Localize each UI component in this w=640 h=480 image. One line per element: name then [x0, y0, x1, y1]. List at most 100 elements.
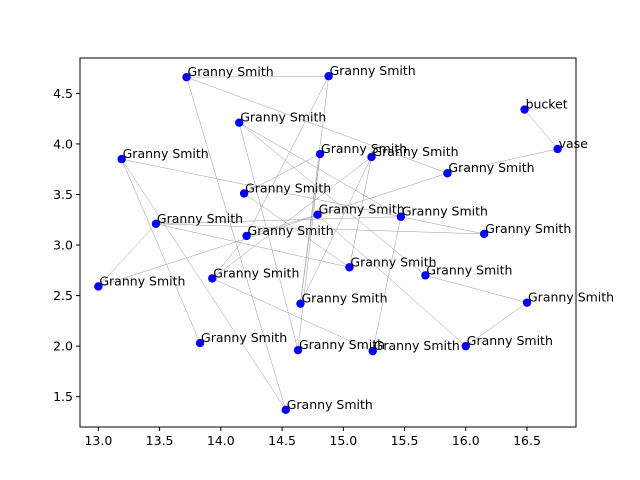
- data-point: [443, 169, 452, 178]
- edge-line: [349, 157, 372, 268]
- data-point: [94, 282, 103, 291]
- data-point: [553, 144, 562, 154]
- edge-line: [155, 216, 401, 225]
- point-label: Granny Smith: [240, 110, 326, 125]
- y-tick-label: 3.0: [53, 238, 73, 253]
- data-point: [421, 271, 430, 280]
- edge-line: [121, 158, 485, 235]
- edge-line: [372, 216, 402, 352]
- point-label: Granny Smith: [321, 141, 407, 156]
- x-tick-label: 13.0: [84, 433, 112, 448]
- plot-area-frame: [79, 57, 577, 428]
- point-label: Granny Smith: [287, 397, 373, 412]
- edge-line: [186, 76, 448, 174]
- point-label: Granny Smith: [213, 265, 299, 280]
- data-point: [522, 298, 532, 307]
- point-label: Granny Smith: [330, 63, 416, 78]
- edge-line: [121, 158, 286, 410]
- edge-line: [297, 154, 321, 351]
- edge-line: [186, 75, 329, 78]
- edge-line: [186, 77, 286, 410]
- data-point: [315, 149, 325, 159]
- point-label: Granny Smith: [248, 223, 334, 238]
- data-point: [239, 189, 249, 198]
- data-point: [461, 341, 470, 351]
- data-point: [296, 299, 305, 308]
- point-label: Granny Smith: [372, 144, 458, 159]
- edge-line: [447, 148, 558, 174]
- point-label: Granny Smith: [157, 211, 243, 226]
- data-point: [313, 210, 322, 219]
- point-label: Granny Smith: [374, 338, 460, 353]
- point-label: Granny Smith: [350, 254, 436, 269]
- x-tick-label: 16.5: [513, 433, 541, 448]
- data-point: [195, 338, 205, 348]
- point-label: Granny Smith: [319, 202, 405, 217]
- x-tick-label: 14.5: [268, 433, 296, 448]
- edge-line: [524, 109, 558, 150]
- edge-line: [98, 173, 448, 287]
- data-point: [479, 229, 489, 239]
- data-point: [324, 71, 333, 81]
- edge-line: [239, 122, 426, 276]
- point-label: Granny Smith: [448, 160, 534, 175]
- edge-line: [212, 278, 373, 352]
- point-label: Granny Smith: [528, 290, 614, 305]
- y-axis: 1.5 2.0 2.5 3.0 3.5 4.0 4.5: [53, 86, 80, 404]
- point-label: Granny Smith: [301, 291, 387, 306]
- point-label: Granny Smith: [123, 146, 209, 161]
- point-label: bucket: [526, 97, 568, 112]
- edge-line: [465, 302, 528, 347]
- edge-line: [300, 154, 321, 304]
- x-tick-label: 15.0: [329, 433, 357, 448]
- edge-line: [155, 223, 485, 235]
- edge-line: [243, 193, 350, 268]
- data-point: [368, 346, 377, 356]
- edge-line: [317, 214, 466, 347]
- y-tick-label: 4.0: [53, 136, 73, 151]
- y-tick-label: 3.5: [53, 187, 73, 202]
- data-point: [281, 405, 290, 415]
- edge-line: [239, 122, 401, 217]
- data-point: [242, 231, 251, 241]
- y-tick-label: 1.5: [53, 389, 73, 404]
- edge-line: [238, 122, 299, 351]
- point-label: Granny Smith: [201, 330, 287, 345]
- x-tick-label: 15.5: [391, 433, 419, 448]
- edge-line: [212, 235, 247, 279]
- edge-line: [98, 223, 157, 287]
- data-point: [345, 263, 354, 272]
- point-label: Granny Smith: [485, 221, 571, 236]
- edge-line: [212, 156, 372, 279]
- y-tick-label: 2.0: [53, 339, 73, 354]
- data-point: [182, 73, 191, 82]
- point-label: Granny Smith: [99, 273, 185, 288]
- edge-line: [425, 275, 528, 303]
- x-tick-label: 14.0: [207, 433, 235, 448]
- data-point: [396, 212, 406, 221]
- edge-line: [121, 158, 201, 344]
- point-label: Granny Smith: [299, 337, 385, 352]
- point-label: vase: [559, 136, 589, 151]
- edge-line: [155, 223, 350, 268]
- y-tick-label: 4.5: [53, 86, 73, 101]
- edges-layer: [98, 75, 558, 410]
- point-label: Granny Smith: [402, 204, 488, 219]
- x-tick-label: 13.5: [146, 433, 174, 448]
- points-layer: [94, 71, 562, 415]
- data-point: [367, 152, 376, 162]
- data-point: [117, 154, 126, 164]
- data-point: [293, 345, 303, 355]
- edge-line: [300, 76, 329, 304]
- data-point: [151, 219, 161, 228]
- edge-line: [246, 214, 318, 237]
- point-label: Granny Smith: [426, 262, 512, 277]
- point-label: Granny Smith: [467, 333, 553, 348]
- data-point: [520, 105, 529, 114]
- point-label: Granny Smith: [188, 64, 274, 79]
- x-axis: 13.0 13.5 14.0 14.5 15.0 15.5 16.0 16.5: [84, 427, 541, 448]
- edge-line: [300, 156, 372, 304]
- y-tick-label: 2.5: [53, 288, 73, 303]
